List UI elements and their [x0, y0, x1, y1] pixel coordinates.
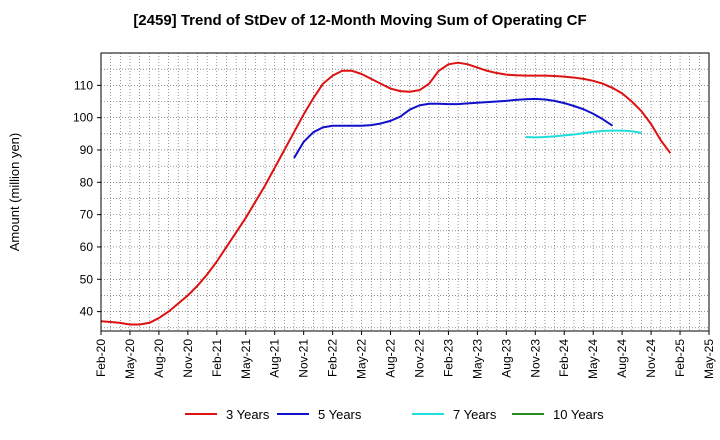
- x-tick-label: Nov-23: [528, 339, 542, 378]
- y-axis-title: Amount (million yen): [7, 133, 22, 252]
- y-tick-label: 100: [73, 111, 93, 125]
- x-tick-label: May-25: [702, 339, 716, 379]
- x-tick-label: Nov-20: [181, 339, 195, 378]
- x-tick-label: May-22: [355, 339, 369, 379]
- x-tick-label: Feb-20: [94, 339, 108, 377]
- x-tick-label: Aug-21: [268, 339, 282, 378]
- x-tick-label: Nov-24: [644, 339, 658, 378]
- x-tick-label: Nov-21: [297, 339, 311, 378]
- x-tick-label: May-21: [239, 339, 253, 379]
- legend-label: 10 Years: [553, 407, 604, 422]
- y-tick-label: 110: [74, 78, 93, 92]
- legend: 3 Years 5 Years 7 Years 10 Years: [185, 407, 604, 422]
- x-tick-label: Feb-24: [557, 339, 571, 377]
- x-tick-label: Feb-22: [326, 339, 340, 377]
- y-tick-label: 60: [80, 240, 94, 254]
- y-tick-label: 40: [80, 305, 94, 319]
- x-tick-label: Aug-22: [384, 339, 398, 378]
- x-tick-label: Aug-23: [499, 339, 513, 378]
- legend-label: 3 Years: [226, 407, 270, 422]
- x-tick-label: Aug-24: [615, 339, 629, 378]
- x-tick-label: May-23: [470, 339, 484, 379]
- x-tick-label: Feb-25: [673, 339, 687, 377]
- series-layer: [100, 61, 672, 326]
- y-tick-label: 50: [80, 272, 94, 286]
- tick-layer: 40 50 60 70 80 90 100 110 Feb-20 May-20 Aug-20 Nov-…: [73, 78, 716, 379]
- plot-frame: [100, 52, 710, 332]
- series-line-3-years: [100, 61, 672, 326]
- series-line-7-years: [525, 129, 642, 139]
- x-tick-label: May-24: [586, 339, 600, 379]
- y-tick-label: 80: [80, 175, 94, 189]
- y-tick-label: 70: [80, 208, 94, 222]
- x-tick-label: Feb-23: [441, 339, 455, 377]
- x-tick-label: Feb-21: [210, 339, 224, 377]
- x-tick-label: Aug-20: [152, 339, 166, 378]
- legend-label: 5 Years: [318, 407, 362, 422]
- grid-layer: [100, 53, 710, 331]
- y-tick-label: 90: [80, 143, 94, 157]
- chart-title: [2459] Trend of StDev of 12-Month Moving…: [133, 12, 587, 29]
- x-tick-label: Nov-22: [412, 339, 426, 378]
- x-tick-label: May-20: [123, 339, 137, 379]
- series-line-5-years: [293, 97, 614, 159]
- legend-label: 7 Years: [453, 407, 497, 422]
